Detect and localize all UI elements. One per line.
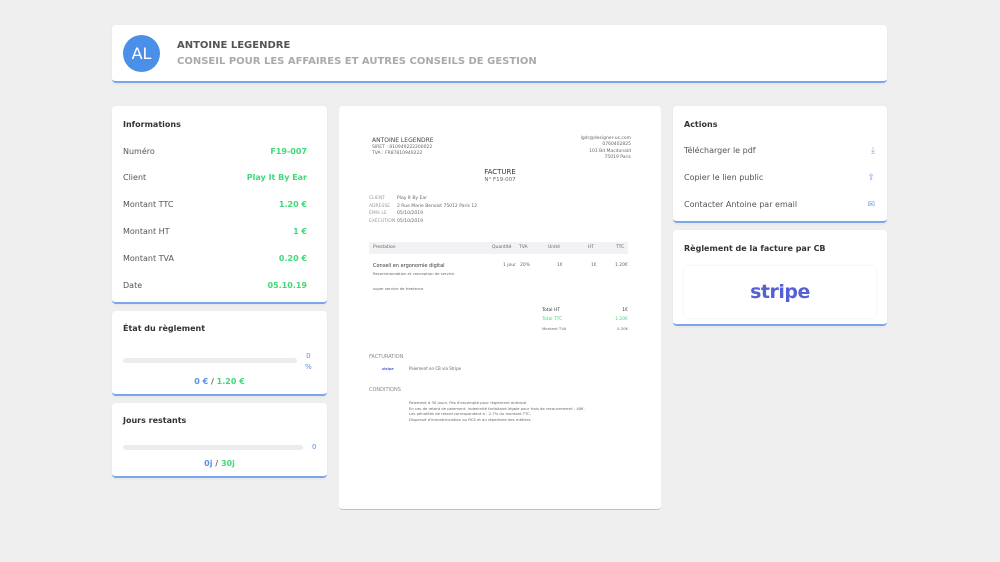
line-desc: Recommandation et conception de service (373, 271, 455, 276)
info-label: Montant TVA (123, 254, 174, 263)
reglement-paid: 0 € (194, 377, 209, 386)
action-label: Contacter Antoine par email (684, 200, 798, 209)
download-icon: ⤓ (871, 146, 875, 156)
info-row: Montant TVA 0.20 € (123, 254, 307, 263)
col-header: TVA (519, 245, 528, 250)
total-row: Total TTC 1.20€ (542, 317, 628, 322)
jours-title: Jours restants (123, 416, 187, 425)
mail-icon: ✉ (867, 200, 875, 210)
meta-row: EXÉCUTION 05/10/2019 (369, 218, 423, 224)
facturation-text: Paiement en CB via Stripe (409, 366, 462, 371)
info-value: 1.20 € (278, 200, 307, 209)
condition-line: En cas de retard de paiement, indemnité … (409, 405, 585, 411)
reglement-progress-bar (123, 358, 297, 363)
action-label: Copier le lien public (684, 173, 764, 182)
info-row: Numéro F19-007 (123, 147, 307, 156)
jours-progress-bar (123, 445, 303, 450)
info-row: Montant TTC 1.20 € (123, 200, 307, 209)
issuer-siret: SIRET : 810949222200022 (372, 145, 433, 150)
stripe-logo: stripe (750, 281, 810, 303)
info-row: Client Play It By Ear (123, 173, 307, 182)
col-header: Quantité (492, 245, 512, 250)
info-value: 05.10.19 (267, 281, 307, 290)
actions-title: Actions (684, 120, 718, 129)
info-label: Montant TTC (123, 200, 174, 209)
total-row: Total HT 1€ (542, 308, 628, 313)
line-tva: 20% (520, 263, 531, 268)
invoice-number: N° F19-007 (484, 177, 516, 183)
stripe-pay-button[interactable]: stripe (684, 266, 876, 318)
info-value: F19-007 (270, 147, 307, 156)
share-icon: ⇪ (867, 173, 875, 183)
cb-title: Règlement de la facture par CB (684, 244, 826, 253)
line-note: super service de freelance (373, 286, 424, 291)
issuer-email: lgdr@designer-us.com (580, 136, 631, 141)
col-header: Prestation (373, 245, 396, 250)
info-value: 0.20 € (278, 254, 307, 263)
info-value: 1 € (293, 227, 307, 236)
info-label: Montant HT (123, 227, 170, 236)
col-header: TTC (616, 245, 625, 250)
actions-card: Actions Télécharger le pdf ⤓ Copier le li… (673, 106, 887, 223)
issuer-city: 75019 Paris (604, 154, 631, 160)
condition-line: Paiement à 30 jours. Pas d'escompte pour… (409, 400, 528, 405)
action-label: Télécharger le pdf (684, 146, 756, 155)
condition-line: Dispensé d'immatriculation au RCS et au … (409, 416, 532, 422)
meta-row: CLIENT Play It By Ear (369, 196, 427, 201)
avatar: AL (123, 35, 160, 72)
col-header: Unité (548, 245, 560, 250)
separator: / (210, 377, 214, 386)
jours-card: Jours restants 0 0j / 30j (112, 403, 327, 478)
separator: / (215, 459, 219, 468)
informations-title: Informations (123, 120, 181, 129)
condition-line: Les pénalités de retard correspondent à … (409, 411, 531, 416)
facturation-title: FACTURATION (369, 354, 404, 360)
cb-payment-card: Règlement de la facture par CB stripe (673, 230, 887, 326)
issuer-name: ANTOINE LEGENDRE (372, 137, 434, 144)
reglement-title: État du règlement (123, 324, 206, 333)
line-ht: 1€ (591, 263, 597, 268)
col-header: HT (588, 245, 595, 250)
reglement-total: 1.20 € (216, 377, 245, 386)
info-value: Play It By Ear (246, 173, 307, 182)
issuer-tva: TVA : FR87810949222 (372, 151, 423, 156)
conditions-title: CONDITIONS (369, 387, 401, 393)
table-header (369, 242, 628, 254)
invoice-document: ANTOINE LEGENDRE SIRET : 810949222200022… (339, 106, 661, 510)
line-unit: 1€ (557, 263, 563, 268)
total-row: Montant TVA 0.20€ (542, 326, 628, 331)
info-label: Date (123, 281, 143, 290)
contact-email-action[interactable]: Contacter Antoine par email ✉ (684, 200, 875, 210)
reglement-card: État du règlement 0 % 0 € / 1.20 € (112, 311, 327, 396)
header-card: AL ANTOINE LEGENDRE CONSEIL POUR LES AFF… (112, 25, 887, 83)
invoice-title: FACTURE (484, 168, 516, 176)
info-row: Date 05.10.19 (123, 281, 307, 290)
line-name: Conseil en ergonomie digital (373, 263, 445, 269)
copy-link-action[interactable]: Copier le lien public ⇪ (684, 173, 875, 183)
informations-card: Informations Numéro F19-007 Client Play It… (112, 106, 327, 304)
jours-count: 0 (312, 443, 317, 451)
info-label: Client (123, 173, 147, 182)
meta-row: ÉMIS LE 05/10/2019 (369, 211, 423, 217)
info-label: Numéro (123, 147, 155, 156)
user-name: ANTOINE LEGENDRE (177, 40, 291, 51)
stripe-logo-small: stripe (382, 367, 394, 371)
issuer-phone: 0760402825 (602, 142, 631, 148)
reglement-percent-sign: % (305, 363, 312, 371)
line-qty: 1 jour (503, 263, 516, 268)
download-pdf-action[interactable]: Télécharger le pdf ⤓ (684, 146, 875, 156)
meta-row: ADRESSE 2 Rue Marie Benoist 75012 Paris 1… (369, 203, 478, 209)
user-activity: CONSEIL POUR LES AFFAIRES ET AUTRES CONS… (177, 56, 537, 67)
jours-total: 30j (220, 459, 235, 468)
jours-elapsed: 0j (204, 459, 213, 468)
reglement-percent: 0 (306, 352, 311, 360)
line-ttc: 1.20€ (615, 263, 628, 268)
issuer-street: 101 Bd Macdonald (589, 148, 631, 154)
info-row: Montant HT 1 € (123, 227, 307, 236)
